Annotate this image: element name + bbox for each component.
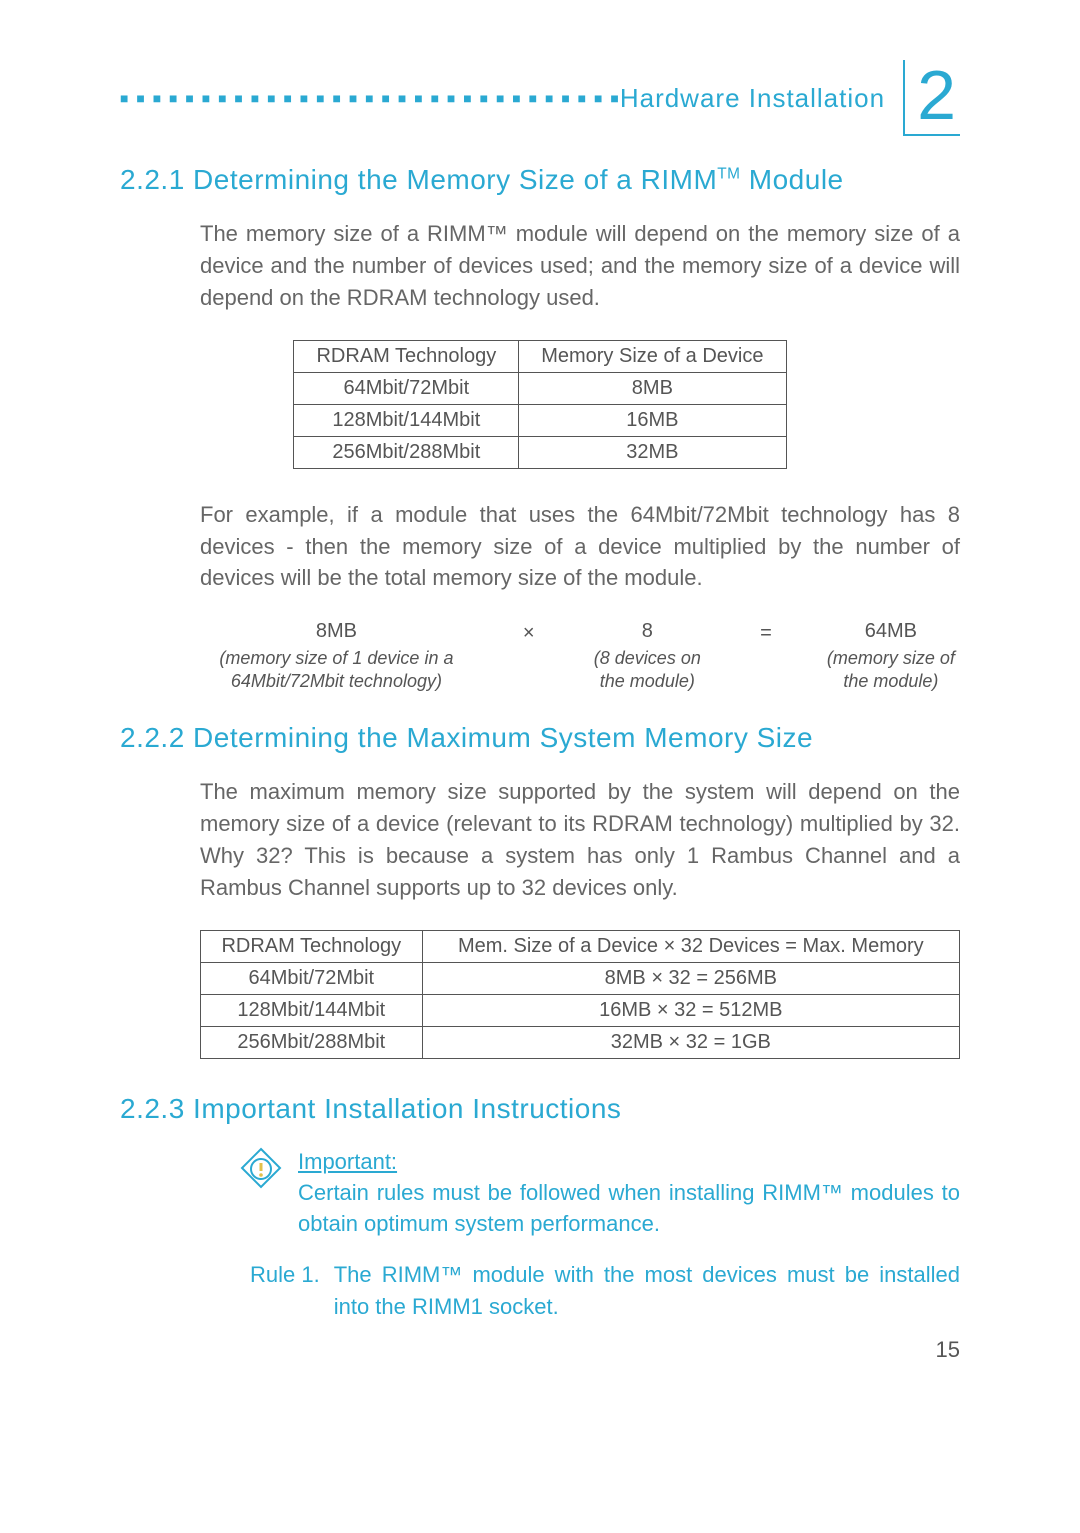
chapter-header: ■ ■ ■ ■ ■ ■ ■ ■ ■ ■ ■ ■ ■ ■ ■ ■ ■ ■ ■ ■ …: [120, 60, 960, 136]
table-cell: 8MB × 32 = 256MB: [422, 962, 959, 994]
table-cell: 64Mbit/72Mbit: [294, 372, 519, 404]
equation-equals: =: [760, 622, 772, 645]
table2-col1-header: RDRAM Technology: [201, 930, 423, 962]
equation-left-value: 8MB: [200, 620, 473, 643]
equation-right: 64MB (memory size of the module): [822, 620, 960, 692]
important-text: Important: Certain rules must be followe…: [298, 1147, 960, 1239]
table2-col2-header: Mem. Size of a Device × 32 Devices = Max…: [422, 930, 959, 962]
rdram-device-size-table: RDRAM Technology Memory Size of a Device…: [293, 340, 786, 469]
section-223-heading: 2.2.3 Important Installation Instruction…: [120, 1093, 960, 1125]
header-title: Hardware Installation: [620, 83, 903, 114]
important-label: Important:: [298, 1149, 397, 1174]
page-number: 15: [936, 1337, 960, 1363]
equation-right-caption: (memory size of the module): [822, 647, 960, 692]
important-block: Important: Certain rules must be followe…: [240, 1147, 960, 1239]
chapter-number-box: 2: [903, 60, 960, 136]
equation-mid-value: 8: [585, 620, 711, 643]
section-221-heading: 2.2.1 Determining the Memory Size of a R…: [120, 164, 960, 196]
equation-right-value: 64MB: [822, 620, 960, 643]
table-row: 64Mbit/72Mbit 8MB × 32 = 256MB: [201, 962, 960, 994]
section-221-heading-prefix: 2.2.1 Determining the Memory Size of a R…: [120, 164, 717, 195]
trademark-symbol: TM: [717, 166, 740, 183]
table-row: 256Mbit/288Mbit 32MB × 32 = 1GB: [201, 1026, 960, 1058]
chapter-number: 2: [917, 60, 956, 130]
rule-1-text: The RIMM™ module with the most devices m…: [334, 1259, 960, 1323]
section-222-heading: 2.2.2 Determining the Maximum System Mem…: [120, 722, 960, 754]
table1-col2-header: Memory Size of a Device: [519, 340, 786, 372]
table-row: 64Mbit/72Mbit 8MB: [294, 372, 786, 404]
equation-multiply: ×: [523, 622, 535, 645]
equation-left-caption: (memory size of 1 device in a 64Mbit/72M…: [200, 647, 473, 692]
table-cell: 16MB: [519, 404, 786, 436]
table-cell: 256Mbit/288Mbit: [201, 1026, 423, 1058]
table-cell: 32MB × 32 = 1GB: [422, 1026, 959, 1058]
max-memory-table: RDRAM Technology Mem. Size of a Device ×…: [200, 930, 960, 1059]
equation-left: 8MB (memory size of 1 device in a 64Mbit…: [200, 620, 473, 692]
table-cell: 8MB: [519, 372, 786, 404]
table-cell: 128Mbit/144Mbit: [201, 994, 423, 1026]
header-dots: ■ ■ ■ ■ ■ ■ ■ ■ ■ ■ ■ ■ ■ ■ ■ ■ ■ ■ ■ ■ …: [120, 90, 620, 106]
table-cell: 128Mbit/144Mbit: [294, 404, 519, 436]
section-222-para: The maximum memory size supported by the…: [200, 776, 960, 904]
equation-mid-caption: (8 devices on the module): [585, 647, 711, 692]
table-row: 128Mbit/144Mbit 16MB × 32 = 512MB: [201, 994, 960, 1026]
section-221-heading-suffix: Module: [741, 164, 844, 195]
important-body: Certain rules must be followed when inst…: [298, 1178, 960, 1240]
section-221-para1: The memory size of a RIMM™ module will d…: [200, 218, 960, 314]
rule-1-label: Rule 1.: [250, 1259, 320, 1323]
table-cell: 256Mbit/288Mbit: [294, 436, 519, 468]
table-cell: 32MB: [519, 436, 786, 468]
memory-equation: 8MB (memory size of 1 device in a 64Mbit…: [200, 620, 960, 692]
equation-mid: 8 (8 devices on the module): [585, 620, 711, 692]
table-cell: 16MB × 32 = 512MB: [422, 994, 959, 1026]
rule-1: Rule 1. The RIMM™ module with the most d…: [250, 1259, 960, 1323]
table-row: 128Mbit/144Mbit 16MB: [294, 404, 786, 436]
table-row: 256Mbit/288Mbit 32MB: [294, 436, 786, 468]
table-cell: 64Mbit/72Mbit: [201, 962, 423, 994]
table1-col1-header: RDRAM Technology: [294, 340, 519, 372]
section-221-para2: For example, if a module that uses the 6…: [200, 499, 960, 595]
important-icon: [240, 1147, 282, 1239]
